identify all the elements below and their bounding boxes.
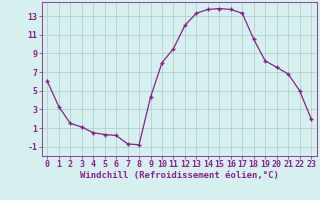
X-axis label: Windchill (Refroidissement éolien,°C): Windchill (Refroidissement éolien,°C) bbox=[80, 171, 279, 180]
